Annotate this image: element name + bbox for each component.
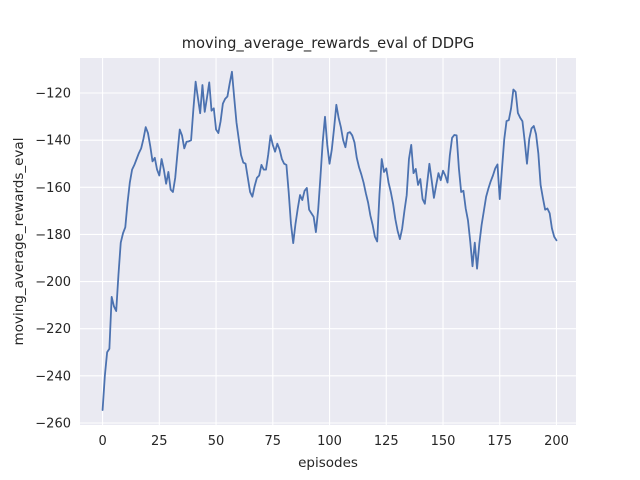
x-tick-label: 25: [151, 434, 168, 449]
axis-text-layer: 0 25 50 75 100 125 150 175 200 −120 −140 −160 −180 −2…: [11, 35, 569, 471]
x-tick-label: 50: [208, 434, 225, 449]
chart-title: moving_average_rewards_eval of DDPG: [182, 35, 475, 52]
y-tick-label: −200: [35, 275, 71, 290]
x-tick-label: 175: [487, 434, 512, 449]
y-tick-label: −220: [35, 322, 71, 337]
x-axis-label: episodes: [298, 455, 358, 471]
x-tick-label: 75: [265, 434, 282, 449]
gridlines-layer: [80, 58, 576, 425]
y-axis-label: moving_average_rewards_eval: [11, 138, 27, 346]
x-tick-label: 150: [431, 434, 456, 449]
plot-area-background: [80, 58, 576, 425]
y-tick-label: −160: [35, 181, 71, 196]
x-tick-label: 100: [317, 434, 342, 449]
y-tick-label: −140: [35, 134, 71, 149]
y-tick-label: −120: [35, 87, 71, 102]
x-tick-label: 200: [544, 434, 569, 449]
data-series-layer: [101, 70, 558, 411]
y-tick-label: −180: [35, 228, 71, 243]
y-tick-label: −260: [35, 416, 71, 431]
x-tick-label: 0: [98, 434, 106, 449]
y-tick-label: −240: [35, 369, 71, 384]
x-tick-label: 125: [374, 434, 399, 449]
reward-line: [101, 70, 558, 411]
